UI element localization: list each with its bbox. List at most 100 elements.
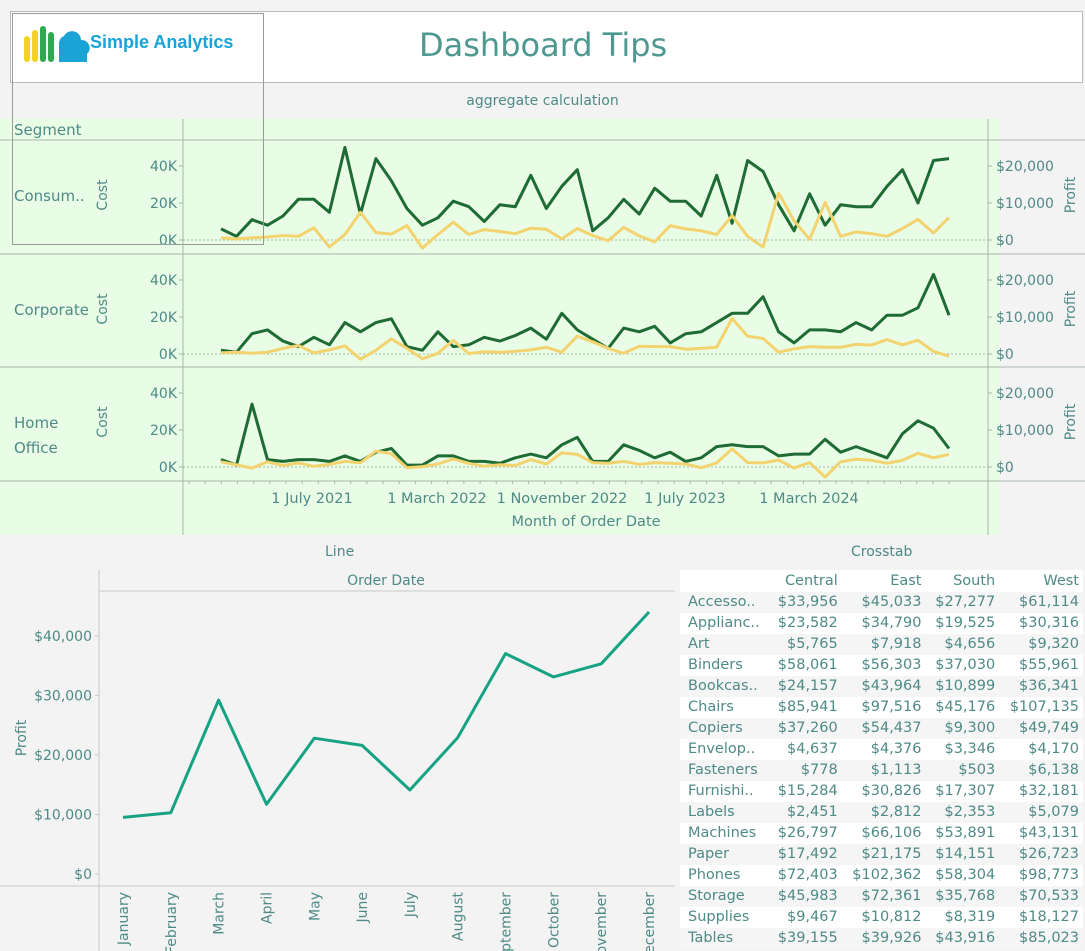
- crosstab-cell[interactable]: $8,319: [944, 909, 996, 925]
- crosstab-cell[interactable]: $30,826: [861, 783, 922, 799]
- crosstab-cell[interactable]: $43,131: [1019, 825, 1079, 841]
- crosstab-cell[interactable]: $7,918: [841, 634, 926, 655]
- crosstab-row[interactable]: Art $5,765 $7,918 $4,656 $9,320: [680, 634, 1083, 655]
- crosstab-cell[interactable]: $56,303: [861, 657, 922, 673]
- crosstab-cell[interactable]: $43,964: [841, 676, 926, 697]
- crosstab-cell[interactable]: $72,403: [777, 867, 838, 883]
- column-header-central[interactable]: Central: [784, 572, 838, 589]
- crosstab-table[interactable]: Central East South West Accesso.. $33,956…: [680, 570, 1083, 949]
- crosstab-cell[interactable]: $4,637: [786, 741, 838, 757]
- crosstab-cell[interactable]: $503: [925, 760, 1000, 781]
- crosstab-row[interactable]: Accesso.. $33,956 $45,033 $27,277 $61,114: [680, 592, 1083, 613]
- crosstab-cell[interactable]: $98,773: [1019, 867, 1079, 883]
- crosstab-row[interactable]: Paper $17,492 $21,175 $14,151 $26,723: [680, 844, 1083, 865]
- crosstab-cell[interactable]: $85,023: [999, 928, 1083, 949]
- crosstab-cell[interactable]: $10,899: [925, 676, 1000, 697]
- crosstab-row[interactable]: Furnishi.. $15,284 $30,826 $17,307 $32,181: [680, 781, 1083, 802]
- crosstab-cell[interactable]: $2,451: [768, 802, 842, 823]
- crosstab-cell[interactable]: $61,114: [999, 592, 1083, 613]
- crosstab-row[interactable]: Labels $2,451 $2,812 $2,353 $5,079: [680, 802, 1083, 823]
- crosstab-cell[interactable]: $36,341: [999, 676, 1083, 697]
- crosstab-cell[interactable]: $21,175: [841, 844, 926, 865]
- crosstab-cell[interactable]: $55,961: [1019, 657, 1079, 673]
- crosstab-row[interactable]: Tables $39,155 $39,926 $43,916 $85,023: [680, 928, 1083, 949]
- crosstab-cell[interactable]: $9,320: [999, 634, 1083, 655]
- crosstab-cell[interactable]: $10,812: [861, 909, 922, 925]
- crosstab-cell[interactable]: $107,135: [1009, 699, 1079, 715]
- crosstab-cell[interactable]: $6,138: [999, 760, 1083, 781]
- crosstab-cell[interactable]: $2,812: [841, 802, 926, 823]
- segment-label-office[interactable]: Office: [14, 439, 58, 457]
- crosstab-cell[interactable]: $4,170: [1028, 741, 1079, 757]
- crosstab-cell[interactable]: $72,361: [841, 886, 926, 907]
- crosstab-cell[interactable]: $3,346: [944, 741, 996, 757]
- crosstab-cell[interactable]: $102,362: [852, 867, 922, 883]
- crosstab-row[interactable]: Phones $72,403 $102,362 $58,304 $98,773: [680, 865, 1083, 886]
- crosstab-cell[interactable]: $49,749: [999, 718, 1083, 739]
- crosstab-cell[interactable]: $33,956: [768, 592, 842, 613]
- crosstab-cell[interactable]: $27,277: [925, 592, 1000, 613]
- crosstab-cell[interactable]: $97,516: [861, 699, 922, 715]
- crosstab-cell[interactable]: $24,157: [768, 676, 842, 697]
- crosstab-cell[interactable]: $778: [768, 760, 842, 781]
- crosstab-cell[interactable]: $2,353: [925, 802, 1000, 823]
- crosstab-cell[interactable]: $37,030: [935, 657, 996, 673]
- crosstab-cell[interactable]: $23,582: [777, 615, 838, 631]
- crosstab-row[interactable]: Envelop.. $4,637 $4,376 $3,346 $4,170: [680, 739, 1083, 760]
- crosstab-row[interactable]: Copiers $37,260 $54,437 $9,300 $49,749: [680, 718, 1083, 739]
- column-header-east[interactable]: East: [890, 572, 922, 589]
- crosstab-cell[interactable]: $19,525: [935, 615, 996, 631]
- crosstab-cell[interactable]: $34,790: [861, 615, 922, 631]
- crosstab-cell[interactable]: $26,797: [777, 825, 838, 841]
- crosstab-cell[interactable]: $35,768: [925, 886, 1000, 907]
- crosstab-row[interactable]: Storage $45,983 $72,361 $35,768 $70,533: [680, 886, 1083, 907]
- crosstab-cell[interactable]: $85,941: [777, 699, 838, 715]
- crosstab-cell[interactable]: $26,723: [999, 844, 1083, 865]
- crosstab-cell[interactable]: $45,176: [935, 699, 996, 715]
- crosstab-cell[interactable]: $4,376: [870, 741, 922, 757]
- crosstab-cell[interactable]: $15,284: [777, 783, 838, 799]
- crosstab-cell[interactable]: $4,656: [925, 634, 1000, 655]
- crosstab-cell[interactable]: $43,916: [925, 928, 1000, 949]
- crosstab-cell[interactable]: $18,127: [1019, 909, 1079, 925]
- crosstab-row[interactable]: Bookcas.. $24,157 $43,964 $10,899 $36,341: [680, 676, 1083, 697]
- crosstab-cell[interactable]: $54,437: [841, 718, 926, 739]
- crosstab-row[interactable]: Chairs $85,941 $97,516 $45,176 $107,135: [680, 697, 1083, 718]
- crosstab-cell[interactable]: $39,155: [768, 928, 842, 949]
- crosstab-cell[interactable]: $70,533: [999, 886, 1083, 907]
- crosstab-cell[interactable]: $45,983: [768, 886, 842, 907]
- crosstab-cell[interactable]: $45,033: [841, 592, 926, 613]
- column-header-west[interactable]: West: [1043, 572, 1079, 589]
- segment-label-corporate[interactable]: Corporate: [14, 301, 89, 319]
- crosstab-cell[interactable]: $66,106: [861, 825, 922, 841]
- crosstab-cell[interactable]: $5,765: [768, 634, 842, 655]
- crosstab-row[interactable]: Binders $58,061 $56,303 $37,030 $55,961: [680, 655, 1083, 676]
- segment-cost-profit-chart[interactable]: 0K 20K 40K $0 $10,000 $20,000 0K 20K 40K $0 $10,00…: [0, 119, 1085, 535]
- crosstab-cell[interactable]: $9,300: [925, 718, 1000, 739]
- crosstab-row[interactable]: Supplies $9,467 $10,812 $8,319 $18,127: [680, 907, 1083, 928]
- monthly-profit-line-chart[interactable]: Order Date $0 $10,000 $20,000 $30,000 $40,00…: [0, 570, 675, 951]
- crosstab-cell[interactable]: $17,307: [935, 783, 996, 799]
- profit-tick-label: $20,000: [996, 386, 1054, 402]
- crosstab-cell[interactable]: $32,181: [1019, 783, 1079, 799]
- crosstab-cell[interactable]: $39,926: [841, 928, 926, 949]
- crosstab-cell[interactable]: $58,304: [935, 867, 996, 883]
- crosstab-row[interactable]: Applianc.. $23,582 $34,790 $19,525 $30,316: [680, 613, 1083, 634]
- crosstab-row[interactable]: Machines $26,797 $66,106 $53,891 $43,131: [680, 823, 1083, 844]
- crosstab-cell[interactable]: $30,316: [1019, 615, 1079, 631]
- segment-label-home[interactable]: Home: [14, 414, 59, 432]
- crosstab-row[interactable]: Fasteners $778 $1,113 $503 $6,138: [680, 760, 1083, 781]
- crosstab-cell[interactable]: $53,891: [935, 825, 996, 841]
- crosstab-cell[interactable]: $37,260: [768, 718, 842, 739]
- crosstab-cell[interactable]: $58,061: [777, 657, 838, 673]
- segment-label-consumer[interactable]: Consum..: [14, 187, 85, 205]
- y-tick-label: $30,000: [34, 688, 92, 704]
- crosstab-cell[interactable]: $1,113: [841, 760, 926, 781]
- crosstab-cell[interactable]: $14,151: [925, 844, 1000, 865]
- category-label: Binders: [688, 657, 743, 673]
- crosstab-cell[interactable]: $5,079: [999, 802, 1083, 823]
- profit-by-month-line: [122, 610, 651, 819]
- column-header-south[interactable]: South: [953, 572, 996, 589]
- crosstab-cell[interactable]: $17,492: [768, 844, 842, 865]
- crosstab-cell[interactable]: $9,467: [786, 909, 838, 925]
